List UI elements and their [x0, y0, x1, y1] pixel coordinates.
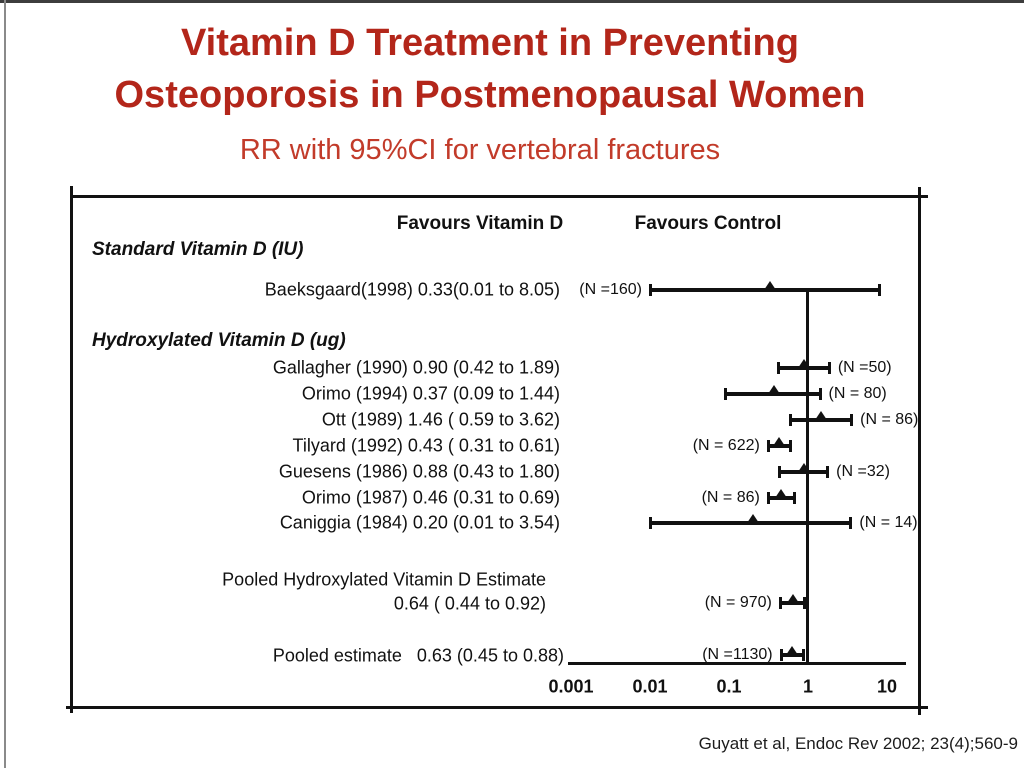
ci-cap-right — [826, 466, 830, 478]
citation: Guyatt et al, Endoc Rev 2002; 23(4);560-… — [698, 734, 1018, 753]
ci-bar — [650, 521, 852, 525]
study-row-label: Guesens (1986) 0.88 (0.43 to 1.80) — [278, 461, 560, 482]
study-row-label: Orimo (1994) 0.37 (0.09 to 1.44) — [301, 383, 560, 404]
n-label: (N =160) — [579, 281, 642, 298]
x-axis-tick-label: 0.01 — [632, 676, 668, 697]
point-estimate-triangle — [797, 463, 810, 472]
plot-frame-left — [70, 186, 73, 713]
point-estimate-triangle — [798, 359, 811, 368]
pooled-hydroxylated-label: Pooled Hydroxylated Vitamin D Estimate — [222, 569, 546, 590]
x-axis-tick-label: 1 — [802, 676, 814, 697]
section-label-hydroxylated: Hydroxylated Vitamin D (ug) — [92, 330, 346, 351]
page-title-line1: Vitamin D Treatment in Preventing — [180, 22, 799, 64]
study-row-label: Caniggia (1984) 0.20 (0.01 to 3.54) — [279, 512, 560, 533]
ci-cap-right — [818, 388, 822, 400]
ci-cap-right — [793, 492, 797, 504]
ci-cap-right — [850, 414, 854, 426]
ci-cap-left — [778, 466, 782, 478]
ci-cap-left — [777, 362, 781, 374]
ci-cap-left — [766, 492, 770, 504]
pooled-hydroxylated-value: 0.64 ( 0.44 to 0.92) — [393, 593, 546, 614]
ci-cap-right — [803, 597, 807, 609]
n-label: (N =1130) — [702, 646, 773, 663]
ci-cap-right — [827, 362, 831, 374]
n-label: (N = 86) — [701, 489, 760, 506]
plot-frame-right — [918, 187, 921, 715]
point-estimate-triangle — [814, 411, 827, 420]
study-row-label: Tilyard (1992) 0.43 ( 0.31 to 0.61) — [292, 435, 560, 456]
ci-cap-right — [849, 517, 853, 529]
plot-frame-top — [72, 195, 928, 198]
ci-cap-left — [779, 649, 783, 661]
ci-cap-right — [877, 284, 881, 296]
point-estimate-triangle — [786, 646, 799, 655]
x-axis-line — [568, 662, 906, 665]
ci-bar — [767, 444, 792, 448]
favours-control-header: Favours Control — [634, 213, 782, 234]
point-estimate-triangle — [763, 281, 776, 290]
reference-line-rr1 — [806, 288, 809, 665]
study-row-label: Gallagher (1990) 0.90 (0.42 to 1.89) — [272, 357, 560, 378]
x-axis-tick-label: 0.1 — [716, 676, 742, 697]
pooled-estimate-label: Pooled estimate 0.63 (0.45 to 0.88) — [272, 645, 564, 666]
n-label: (N = 86) — [860, 411, 919, 428]
ci-bar — [650, 288, 880, 292]
x-axis-tick-label: 0.001 — [548, 676, 594, 697]
page-subtitle: RR with 95%CI for vertebral fractures — [239, 134, 721, 166]
n-label: (N =50) — [837, 359, 892, 376]
n-label: (N =32) — [836, 463, 890, 480]
ci-bar — [779, 601, 806, 605]
ci-bar — [778, 366, 830, 370]
plot-frame-bottom — [66, 706, 928, 709]
ci-bar — [789, 418, 853, 422]
point-estimate-triangle — [786, 594, 799, 603]
favours-vitamin-d-header: Favours Vitamin D — [396, 213, 564, 234]
ci-cap-left — [724, 388, 728, 400]
n-label: (N = 622) — [692, 437, 760, 454]
slide-left-border — [4, 0, 6, 768]
point-estimate-triangle — [773, 437, 786, 446]
study-row-label: Orimo (1987) 0.46 (0.31 to 0.69) — [301, 487, 560, 508]
ci-cap-right — [801, 649, 805, 661]
point-estimate-triangle — [767, 385, 780, 394]
study-row-label: Ott (1989) 1.46 ( 0.59 to 3.62) — [321, 409, 560, 430]
ci-bar — [767, 496, 796, 500]
slide-top-border — [0, 0, 1024, 3]
ci-cap-left — [766, 440, 770, 452]
ci-bar — [780, 653, 804, 657]
ci-cap-left — [778, 597, 782, 609]
ci-cap-left — [788, 414, 792, 426]
point-estimate-triangle — [746, 514, 759, 523]
ci-cap-right — [789, 440, 793, 452]
n-label: (N = 14) — [859, 514, 918, 531]
page-title-line2: Osteoporosis in Postmenopausal Women — [114, 74, 866, 116]
ci-cap-left — [649, 284, 652, 296]
ci-bar — [779, 470, 829, 474]
study-row-label: Baeksgaard(1998) 0.33(0.01 to 8.05) — [264, 279, 560, 300]
n-label: (N = 970) — [704, 594, 772, 611]
ci-bar — [725, 392, 821, 396]
x-axis-tick-label: 10 — [876, 676, 898, 697]
point-estimate-triangle — [775, 489, 788, 498]
n-label: (N = 80) — [828, 385, 887, 402]
ci-cap-left — [649, 517, 652, 529]
section-label-standard: Standard Vitamin D (IU) — [92, 239, 304, 260]
